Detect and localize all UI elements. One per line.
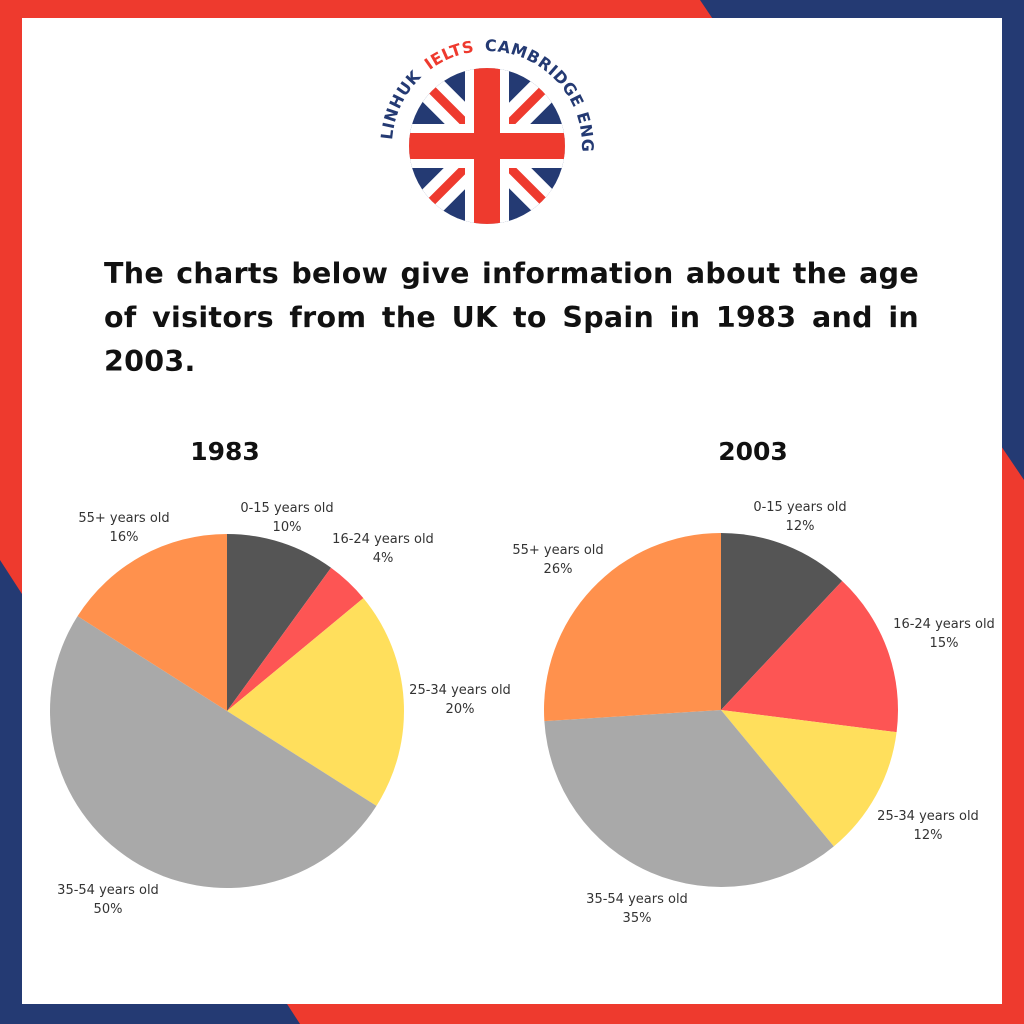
- pie-slice-55-years-old: [544, 533, 721, 722]
- slice-value-25-34-years-old: 12%: [914, 828, 943, 843]
- slice-label-0-15-years-old: 0-15 years old: [753, 500, 846, 515]
- slice-label-35-54-years-old: 35-54 years old: [586, 892, 688, 907]
- slice-label-0-15-years-old: 0-15 years old: [240, 501, 333, 516]
- slice-value-0-15-years-old: 10%: [273, 520, 302, 535]
- pie-slice-16-24-years-old: [721, 580, 898, 733]
- brand-logo: LINHUK IELTS CAMBRIDGE ENGLISH: [375, 38, 597, 224]
- slice-value-16-24-years-old: 4%: [373, 551, 394, 566]
- slice-label-35-54-years-old: 35-54 years old: [57, 883, 159, 898]
- slice-label-25-34-years-old: 25-34 years old: [877, 809, 979, 824]
- slice-value-35-54-years-old: 50%: [94, 902, 123, 917]
- slice-label-55-years-old: 55+ years old: [78, 511, 169, 526]
- pie-slice-0-15-years-old: [227, 534, 332, 711]
- pie-slice-16-24-years-old: [227, 567, 364, 711]
- pie-slice-0-15-years-old: [721, 533, 843, 710]
- slice-value-55-years-old: 16%: [110, 530, 139, 545]
- slice-value-16-24-years-old: 15%: [930, 636, 959, 651]
- pie-slice-25-34-years-old: [227, 598, 405, 806]
- slice-value-0-15-years-old: 12%: [786, 519, 815, 534]
- slice-value-35-54-years-old: 35%: [623, 911, 652, 926]
- slice-value-55-years-old: 26%: [544, 562, 573, 577]
- pie-slice-35-54-years-old: [544, 710, 834, 888]
- chart-title-2003: 2003: [718, 437, 788, 466]
- slice-value-25-34-years-old: 20%: [446, 702, 475, 717]
- pie-chart-2003: 0-15 years old 12% 16-24 years old 15% 25-34…: [512, 500, 994, 926]
- task-heading: The charts below give information about …: [104, 257, 919, 378]
- pie-chart-1983: 0-15 years old 10% 16-24 years old 4% 25-34 …: [49, 501, 511, 917]
- pie-slice-25-34-years-old: [721, 710, 897, 847]
- slice-label-16-24-years-old: 16-24 years old: [332, 532, 434, 547]
- slice-label-25-34-years-old: 25-34 years old: [409, 683, 511, 698]
- chart-title-1983: 1983: [190, 437, 260, 466]
- pie-slice-55-years-old: [77, 534, 227, 711]
- slice-label-16-24-years-old: 16-24 years old: [893, 617, 995, 632]
- slice-label-55-years-old: 55+ years old: [512, 543, 603, 558]
- pie-slice-35-54-years-old: [49, 616, 377, 888]
